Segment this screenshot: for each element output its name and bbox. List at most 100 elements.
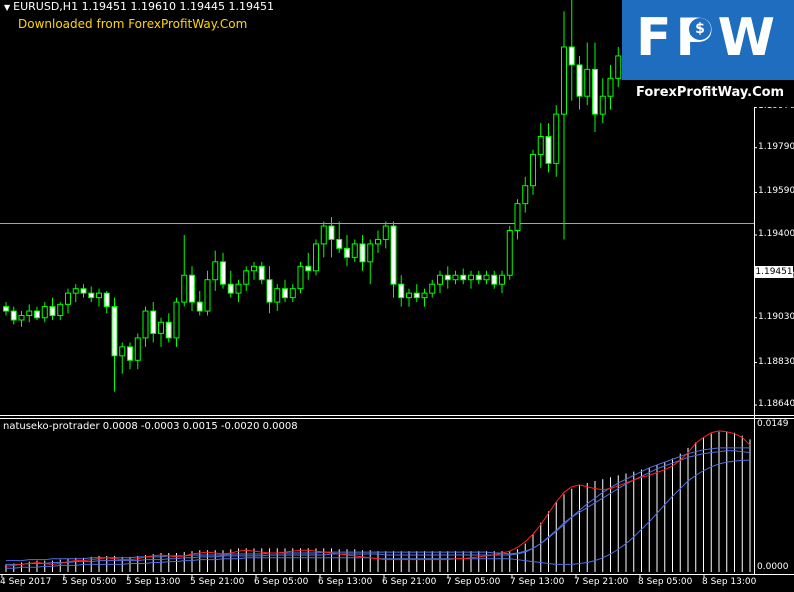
bear-candle [220, 261, 226, 285]
bull-candle [351, 243, 358, 258]
time-tick-label: 7 Sep 05:00 [446, 577, 501, 587]
bull-candle [367, 243, 374, 263]
bull-candle [375, 238, 381, 245]
bear-candle [258, 265, 265, 281]
bull-candle [313, 243, 319, 272]
bear-candle [336, 238, 343, 249]
bull-candle [437, 274, 443, 285]
bull-candle [57, 303, 64, 317]
bull-candle [483, 274, 490, 281]
bull-candle [251, 265, 257, 272]
time-tick-label: 4 Sep 2017 [0, 577, 52, 587]
time-tick-label: 7 Sep 21:00 [574, 577, 629, 587]
indicator-line [6, 447, 750, 562]
bull-candle [65, 292, 71, 305]
indicator-pane [1, 430, 751, 578]
bear-candle [150, 310, 157, 334]
bear-candle [460, 274, 467, 281]
bull-candle [320, 225, 327, 245]
bull-candle [41, 306, 48, 319]
bull-candle [584, 68, 591, 97]
time-tick-label: 6 Sep 05:00 [254, 577, 309, 587]
bull-candle [530, 153, 536, 187]
logo-letters: FPW [636, 8, 779, 68]
indicator-bottom-value: 0.0000 [757, 562, 789, 572]
bull-candle [158, 321, 164, 334]
bull-candle [499, 274, 505, 285]
bear-candle [390, 225, 397, 285]
bull-candle [289, 288, 296, 299]
indicator-line [6, 450, 751, 565]
bear-candle [545, 136, 552, 164]
bull-candle [421, 292, 428, 299]
indicator-top-value: 0.0149 [757, 419, 789, 429]
bear-candle [49, 306, 56, 317]
bull-candle [72, 288, 79, 294]
bull-candle [181, 274, 188, 303]
price-tick-label: 1.19790 [758, 141, 794, 152]
current-price-tag: 1.19451 [755, 266, 793, 278]
bull-candle [468, 274, 474, 281]
bull-candle [134, 337, 141, 361]
time-tick-label: 7 Sep 13:00 [510, 577, 565, 587]
bull-candle [142, 310, 149, 339]
bull-candle [204, 279, 211, 312]
bull-candle [607, 77, 614, 97]
bull-candle [96, 292, 102, 299]
logo-footer-bar [622, 80, 794, 107]
time-tick-label: 5 Sep 05:00 [62, 577, 117, 587]
time-tick-label: 5 Sep 21:00 [190, 577, 245, 587]
bear-candle [189, 274, 195, 303]
bear-candle [196, 301, 203, 312]
bull-candle [522, 185, 529, 205]
bear-candle [88, 292, 95, 299]
price-tick-label: 1.18640 [758, 399, 794, 410]
time-tick-label: 5 Sep 13:00 [126, 577, 181, 587]
bear-candle [34, 310, 40, 319]
bear-candle [111, 306, 118, 357]
bear-candle [127, 346, 133, 361]
bull-candle [274, 288, 281, 303]
bear-candle [227, 283, 234, 294]
bear-candle [359, 243, 366, 263]
bear-candle [576, 64, 583, 97]
time-tick-label: 8 Sep 05:00 [638, 577, 693, 587]
bear-candle [266, 279, 273, 303]
bull-candle [243, 270, 250, 285]
bull-candle [506, 229, 513, 276]
bull-candle [173, 301, 180, 339]
bear-candle [10, 310, 17, 321]
bear-candle [328, 225, 335, 240]
time-tick-label: 6 Sep 21:00 [382, 577, 437, 587]
bear-candle [592, 68, 598, 115]
fpw-logo[interactable]: FPW $ ForexProfitWay.Com [622, 0, 794, 107]
bear-candle [282, 288, 288, 299]
bear-candle [80, 288, 87, 294]
bear-candle [491, 274, 498, 285]
bull-candle [235, 283, 242, 294]
time-tick-label: 6 Sep 13:00 [318, 577, 373, 587]
bull-candle [26, 310, 33, 317]
bull-candle [537, 136, 544, 155]
bear-candle [3, 306, 9, 312]
price-tick-label: 1.19590 [758, 186, 794, 197]
logo-site-text: ForexProfitWay.Com [636, 85, 785, 100]
bear-candle [568, 46, 575, 66]
bear-candle [344, 247, 350, 258]
bull-candle [599, 95, 606, 115]
bear-candle [398, 283, 405, 299]
bear-candle [165, 321, 172, 339]
bull-candle [452, 274, 459, 281]
indicator-line [5, 430, 751, 567]
bear-candle [475, 274, 482, 281]
bear-candle [413, 292, 420, 299]
bull-candle [18, 315, 25, 321]
price-tick-label: 1.18830 [758, 356, 794, 367]
time-tick-label: 8 Sep 13:00 [702, 577, 757, 587]
bull-candle [212, 261, 219, 281]
price-tick-label: 1.19030 [758, 311, 794, 322]
download-note: Downloaded from ForexProfitWay.Com [18, 17, 248, 31]
bull-candle [429, 283, 436, 294]
bear-candle [103, 292, 110, 308]
indicator-label: natuseko-protrader 0.0008 -0.0003 0.0015… [3, 421, 298, 432]
